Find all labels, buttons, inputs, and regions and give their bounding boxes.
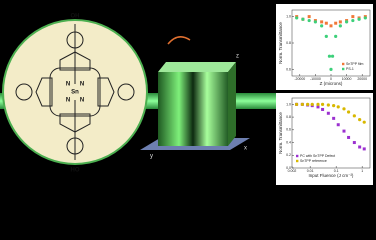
y-tick-label: 0.6	[286, 128, 291, 132]
point	[306, 102, 310, 106]
point	[320, 102, 325, 106]
x-axis-label: Z (microns)	[320, 81, 343, 86]
y-axis-label: Norm. Transmittance	[278, 112, 283, 154]
legend-label: SnTPP film	[346, 62, 364, 66]
point	[294, 102, 299, 106]
y-axis-label: Norm. Transmittance	[278, 22, 283, 64]
atom-label: N	[66, 98, 70, 104]
molecule-panel	[2, 19, 148, 165]
point	[301, 17, 305, 21]
x-tick-label: -20000	[294, 77, 305, 81]
atom-label: N	[80, 82, 84, 88]
y-tick-label: 0.4	[286, 140, 291, 144]
point	[345, 20, 349, 24]
y-tick-label: 1.0	[286, 15, 291, 19]
point	[334, 34, 338, 39]
axis-letter: y	[150, 154, 153, 160]
x-tick-label: 0.1	[334, 169, 339, 173]
legend-swatch	[342, 62, 345, 66]
y-tick-label: 0.2	[286, 153, 291, 157]
x-tick-label: -10000	[310, 77, 321, 81]
point	[307, 15, 311, 19]
point	[336, 105, 340, 109]
atom-label: N	[66, 82, 70, 88]
y-tick-label: 0.6	[286, 67, 291, 71]
point	[352, 114, 356, 118]
point	[329, 24, 333, 28]
point	[316, 105, 320, 109]
x-tick-label: 0.002	[288, 169, 297, 173]
point	[324, 34, 328, 39]
x-tick-label: 1	[361, 169, 363, 173]
point	[342, 129, 346, 133]
point	[321, 107, 325, 111]
point	[358, 145, 362, 149]
legend-label: PC with SnTPP Defect	[300, 154, 335, 158]
point	[363, 16, 367, 20]
point	[330, 54, 335, 58]
atom-label: OH	[71, 14, 80, 20]
point	[347, 135, 351, 139]
point	[332, 116, 336, 120]
point	[316, 102, 320, 106]
legend-label: SnTPP reference	[300, 159, 327, 163]
y-tick-label: 1.0	[286, 102, 291, 106]
point	[342, 107, 346, 111]
point	[351, 15, 355, 19]
point	[324, 21, 328, 25]
cube-front	[158, 72, 228, 146]
molecule-drawing	[15, 24, 135, 160]
atom-label: N	[80, 98, 84, 104]
point	[338, 20, 342, 24]
plot-frame	[291, 97, 371, 169]
atom-label: HO	[71, 168, 80, 174]
x-tick-label: 0.01	[307, 169, 314, 173]
legend-swatch	[296, 159, 299, 163]
point	[336, 123, 340, 127]
graphical-abstract: OH SnN N N N HO x y z 0.6 0.8 1.0 -20000 -10000 0 100…	[0, 4, 373, 185]
point	[320, 20, 324, 24]
point	[326, 111, 330, 115]
point	[332, 104, 336, 108]
y-tick-label: 0.0	[286, 166, 291, 170]
point	[358, 118, 362, 122]
point	[313, 20, 317, 24]
point	[351, 18, 355, 23]
legend-label: PS-1	[346, 67, 354, 71]
point	[327, 54, 332, 58]
x-tick-label: 10000	[342, 77, 352, 81]
point	[329, 67, 333, 71]
point	[338, 24, 342, 28]
point	[320, 24, 324, 28]
y-tick-label: 0.8	[286, 115, 291, 119]
axis-letter: x	[244, 146, 247, 152]
x-axis-label: Input Fluence (J cm⁻²)	[309, 173, 354, 178]
point	[307, 18, 311, 23]
point	[357, 17, 361, 21]
atom-label: Sn	[71, 90, 79, 96]
cube-top	[158, 62, 236, 72]
arrow	[167, 36, 191, 45]
point	[346, 110, 351, 114]
x-tick-label: 20000	[357, 77, 367, 81]
x-tick-label: 0	[330, 77, 332, 81]
legend-swatch	[342, 67, 345, 71]
axis-letter: z	[236, 54, 239, 60]
point	[326, 103, 330, 107]
point	[334, 21, 338, 25]
point	[295, 16, 299, 20]
point	[310, 102, 314, 106]
point	[300, 102, 304, 106]
cube-side	[228, 62, 236, 146]
point	[352, 141, 356, 145]
legend-swatch	[296, 154, 299, 158]
point	[362, 147, 366, 151]
y-tick-label: 0.8	[286, 41, 291, 45]
point	[362, 120, 366, 124]
